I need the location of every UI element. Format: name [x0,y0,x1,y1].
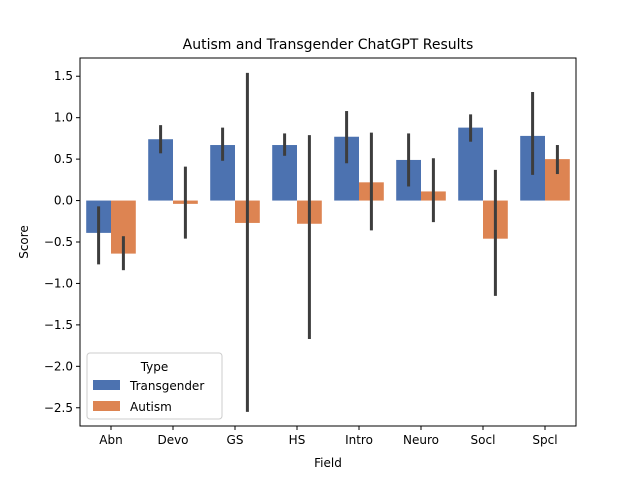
y-tick-label: −2.0 [44,359,73,373]
chart-title: Autism and Transgender ChatGPT Results [183,37,474,53]
y-axis-label: Score [17,225,31,259]
legend-title: Type [140,360,169,374]
y-tick-label: 1.5 [54,69,73,83]
x-tick-label: Intro [345,433,373,447]
y-tick-label: −1.0 [44,276,73,290]
x-tick-label: GS [227,433,244,447]
y-tick-label: 1.0 [54,111,73,125]
legend-label-autism: Autism [130,400,172,414]
x-tick-label: Socl [471,433,496,447]
plot-area [86,72,570,412]
x-tick-label: Neuro [403,433,439,447]
y-tick-label: −0.5 [44,235,73,249]
x-tick-label: Spcl [532,433,557,447]
x-tick-label: Devo [157,433,188,447]
y-axis: −2.5 −2.0 −1.5 −1.0 −0.5 0.0 0.5 1.0 1.5 [44,69,80,415]
legend-label-transgender: Transgender [129,379,204,393]
legend-swatch-transgender [93,380,120,390]
y-tick-label: 0.5 [54,152,73,166]
legend: Type Transgender Autism [86,352,223,420]
y-tick-label: −1.5 [44,318,73,332]
x-axis: Abn Devo GS HS Intro Neuro Socl Spcl [99,426,558,447]
y-tick-label: 0.0 [54,194,73,208]
legend-swatch-autism [93,401,120,411]
plot-frame [79,57,577,427]
legend-box [86,352,223,420]
y-tick-label: −2.5 [44,401,73,415]
x-tick-label: Abn [99,433,122,447]
x-axis-label: Field [314,456,342,470]
x-tick-label: HS [289,433,306,447]
